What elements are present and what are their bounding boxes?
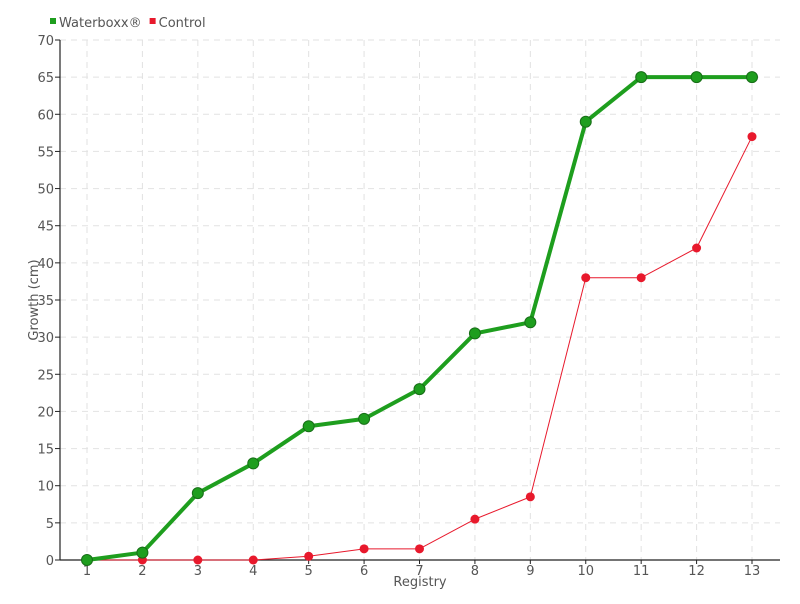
legend-label-1: Control [159,16,206,31]
x-tick-label: 5 [305,564,313,579]
y-tick-label: 40 [37,257,54,272]
data-point-0 [746,71,758,84]
x-tick-label: 1 [83,564,91,579]
y-tick-label: 15 [37,443,54,458]
x-tick-label: 2 [138,564,146,579]
x-axis-label: Registry [393,575,447,590]
data-point-1 [415,544,424,554]
data-point-1 [636,273,646,283]
data-point-0 [136,546,149,559]
data-point-1 [525,492,535,502]
x-tick-label: 6 [360,564,368,579]
data-point-0 [81,554,93,566]
y-tick-label: 45 [37,220,54,235]
y-tick-label: 20 [37,405,54,420]
x-tick-label: 11 [633,564,650,579]
legend-label-0: Waterboxx® [59,16,142,31]
y-tick-label: 50 [37,183,54,198]
y-tick-label: 70 [37,34,54,49]
data-point-0 [524,316,537,329]
legend-swatch-0 [50,18,56,24]
data-point-1 [747,132,757,142]
data-point-0 [635,71,648,84]
x-tick-label: 4 [249,564,257,579]
y-tick-label: 65 [37,71,54,86]
legend[interactable]: Waterboxx® Control [50,16,206,31]
data-point-1 [581,273,591,283]
data-point-0 [302,420,315,433]
grid [60,39,780,560]
x-tick-label: 9 [526,564,534,579]
y-tick-label: 35 [37,294,54,309]
data-point-1 [692,243,702,253]
legend-swatch-1 [149,18,156,24]
y-tick-label: 25 [37,368,54,383]
y-tick-label: 10 [37,480,54,495]
series-layer [81,71,758,566]
data-point-1 [304,551,314,561]
data-point-1 [470,514,480,524]
data-point-0 [413,383,426,396]
data-point-0 [690,71,703,84]
x-tick-label: 12 [688,564,705,579]
x-tick-label: 3 [194,564,202,579]
data-point-1 [248,555,258,565]
x-tick-label: 10 [577,564,594,579]
y-tick-label: 5 [46,517,54,532]
data-point-0 [191,487,204,500]
data-point-0 [468,327,481,340]
data-point-0 [358,412,371,425]
data-point-0 [247,457,260,470]
data-point-0 [579,115,592,128]
data-point-1 [359,544,369,554]
y-tick-label: 30 [37,331,54,346]
y-tick-label: 60 [37,108,54,123]
x-tick-label: 8 [471,564,479,579]
y-tick-label: 55 [37,145,54,160]
x-tick-label: 7 [415,564,423,579]
y-tick-label: 0 [46,554,54,569]
x-tick-label: 13 [744,564,761,579]
data-point-1 [193,555,203,565]
y-axis-label: Growth (cm) [27,259,42,340]
